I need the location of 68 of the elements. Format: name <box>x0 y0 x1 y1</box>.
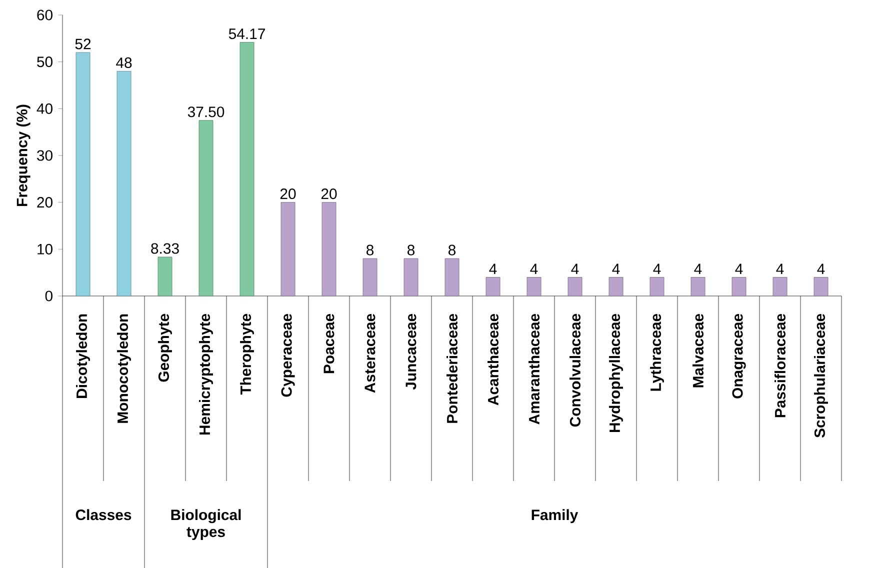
x-tick-label: Hemicryptophyte <box>199 314 213 434</box>
y-tick-label: 60 <box>37 10 52 20</box>
bar <box>690 277 706 296</box>
text: 8 <box>408 244 415 256</box>
bar <box>362 258 378 296</box>
text: 4 <box>571 264 579 274</box>
y-tick-label: 40 <box>36 103 52 114</box>
text: 4 <box>776 264 784 274</box>
bar <box>568 277 582 296</box>
x-tick-label: Pontederiaceae <box>446 314 458 423</box>
text: 37.50 <box>188 106 224 118</box>
bar <box>486 277 500 296</box>
x-tick-label: Convolvulaceae <box>570 314 580 427</box>
x-tick-label: Passifloraceae <box>774 314 786 418</box>
y-tick-label: 0 <box>45 290 52 302</box>
x-tick-label: Malvaceae <box>692 314 704 388</box>
bar <box>322 202 336 296</box>
y-tick-label: 20 <box>37 197 52 208</box>
y-tick-label: 30 <box>37 150 52 161</box>
y-tick-label: 10 <box>38 244 52 254</box>
x-tick-label: Juncaceae <box>406 314 416 390</box>
x-tick-label: Acanthaceae <box>488 314 498 406</box>
text: 4 <box>817 264 825 274</box>
bar <box>198 120 214 296</box>
text: 4 <box>694 264 702 274</box>
text: 8 <box>366 244 374 256</box>
bar <box>732 277 746 296</box>
x-tick-label: Onagraceae <box>732 314 746 398</box>
bar <box>650 277 664 296</box>
x-tick-label: Lythraceae <box>650 314 664 391</box>
x-tick-label: Asteraceae <box>364 314 376 393</box>
x-tick-label: Therophyte <box>240 314 254 395</box>
bar <box>526 277 542 296</box>
x-tick-label: Geophyte <box>158 314 172 382</box>
bar <box>116 70 132 296</box>
text: 4 <box>489 264 497 274</box>
bar <box>444 258 460 296</box>
text: 20 <box>280 188 296 200</box>
text: 8 <box>448 244 456 256</box>
text: Biological types <box>171 509 241 540</box>
bar <box>772 277 788 296</box>
text: 52 <box>75 38 91 50</box>
bar <box>280 202 296 296</box>
text: Family <box>532 509 578 524</box>
text: 20 <box>321 188 337 200</box>
x-tick-label: Poaceae <box>324 314 334 374</box>
bar <box>158 256 172 296</box>
text: 48 <box>116 57 132 68</box>
text: 4 <box>735 264 743 274</box>
x-tick-label: Scrophulariaceae <box>814 314 828 438</box>
x-tick-label: Monocotyledon <box>117 314 131 423</box>
text: 4 <box>612 264 620 274</box>
bar <box>76 52 90 296</box>
y-axis-title: Frequency (%) <box>16 104 30 206</box>
x-tick-label: Hydrophyllaceae <box>609 314 623 432</box>
text: 4 <box>653 264 661 274</box>
bar <box>608 277 624 296</box>
y-tick-label: 50 <box>37 56 52 68</box>
x-tick-label: Dicotyledon <box>76 314 90 398</box>
bar <box>240 42 254 296</box>
bar <box>404 258 418 296</box>
text: 4 <box>530 264 538 274</box>
bar <box>814 277 828 296</box>
x-tick-label: Cyperaceae <box>281 314 295 397</box>
text: Classes <box>76 509 132 520</box>
text: 54.17 <box>228 28 265 40</box>
text: 8.33 <box>151 243 179 254</box>
x-tick-label: Amaranthaceae <box>528 314 540 424</box>
